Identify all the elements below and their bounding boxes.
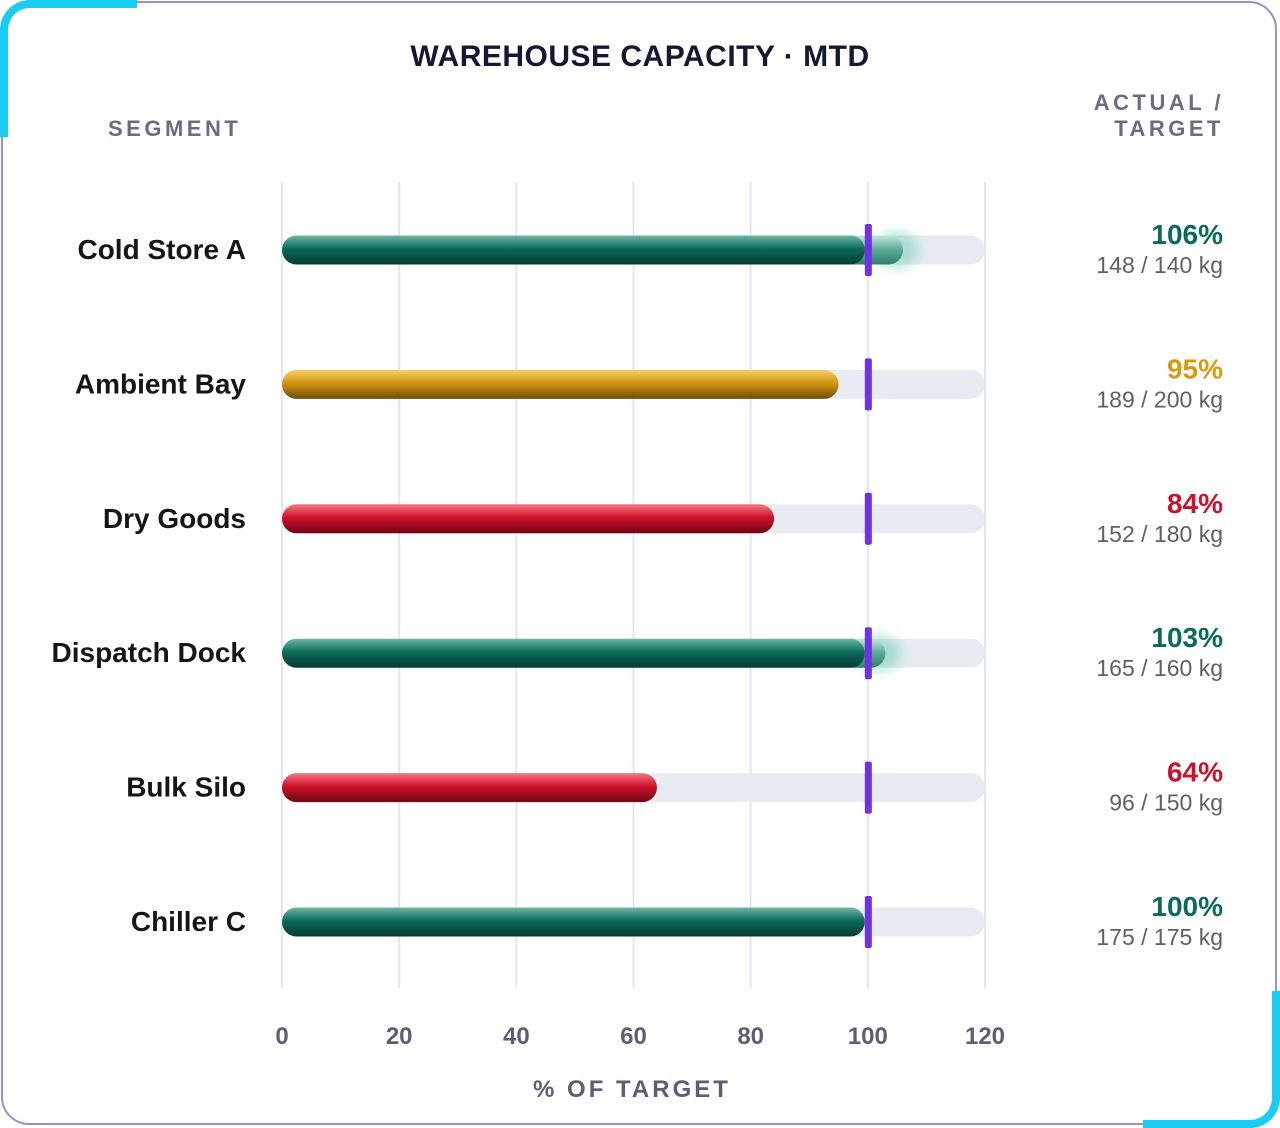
target-marker <box>864 627 872 680</box>
bar <box>282 907 865 937</box>
x-tick-label: 80 <box>737 1023 764 1050</box>
target-marker <box>864 358 872 411</box>
bar <box>282 773 657 803</box>
x-tick-label: 100 <box>848 1023 888 1050</box>
percent-label: 95% <box>1167 353 1223 384</box>
labels: 0 20 40 60 80 100 120 Cold Store A 106%148 / 140… <box>52 219 1224 1050</box>
percent-label: 103% <box>1151 622 1223 653</box>
x-tick-label: 0 <box>275 1023 288 1050</box>
category-label: Dispatch Dock <box>52 637 247 668</box>
x-tick-label: 120 <box>965 1023 1005 1050</box>
x-tick-label: 20 <box>386 1023 413 1050</box>
percent-label: 106% <box>1151 219 1223 250</box>
actual-target-label: 96 / 150 kg <box>1109 790 1223 816</box>
actual-target-label: 152 / 180 kg <box>1096 521 1223 547</box>
category-label: Cold Store A <box>77 234 246 265</box>
bar <box>282 235 865 265</box>
actual-target-label: 165 / 160 kg <box>1096 655 1223 681</box>
category-label: Dry Goods <box>103 503 246 534</box>
target-marker <box>864 761 872 814</box>
actual-target-column-header: ACTUAL / TARGET <box>1093 90 1224 141</box>
actual-target-label: 189 / 200 kg <box>1096 386 1223 412</box>
percent-label: 84% <box>1167 488 1223 519</box>
chart-title: WAREHOUSE CAPACITY · MTD <box>410 40 870 73</box>
target-marker <box>864 896 872 948</box>
x-tick-label: 40 <box>503 1023 530 1050</box>
category-label: Bulk Silo <box>126 772 246 803</box>
corner-accent-bottom-right <box>1143 991 1280 1128</box>
x-axis-label: % OF TARGET <box>533 1076 731 1103</box>
segment-column-header: SEGMENT <box>108 116 242 141</box>
category-label: Chiller C <box>131 906 246 937</box>
target-marker <box>864 224 872 276</box>
gridlines <box>281 182 986 988</box>
actual-target-label: 148 / 140 kg <box>1096 252 1223 278</box>
corner-accent-top-left <box>0 0 137 137</box>
x-tick-label: 60 <box>620 1023 647 1050</box>
bars <box>282 232 919 937</box>
bar <box>282 504 775 534</box>
bar <box>282 638 865 668</box>
category-label: Ambient Bay <box>75 368 247 399</box>
target-markers <box>864 224 872 948</box>
actual-target-label: 175 / 175 kg <box>1096 924 1223 950</box>
bar <box>282 369 839 399</box>
percent-label: 64% <box>1167 757 1223 788</box>
target-marker <box>864 492 872 545</box>
percent-label: 100% <box>1151 891 1223 922</box>
